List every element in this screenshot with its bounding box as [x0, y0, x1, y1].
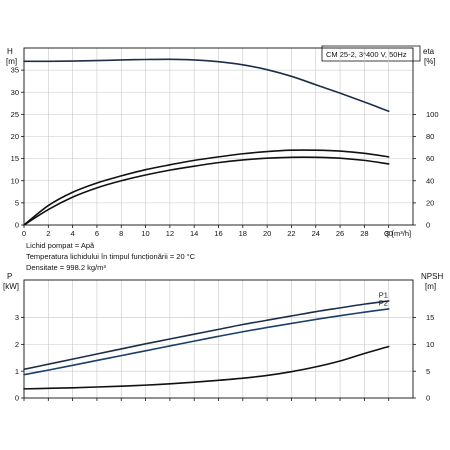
y-left-tick-label: 10 [11, 176, 19, 185]
p-axis-unit: [kW] [3, 282, 19, 291]
x-tick-label: 4 [71, 229, 75, 238]
y-left-tick-label: 20 [11, 132, 19, 141]
y-right-tick-label: 15 [426, 313, 434, 322]
head-curve [23, 58, 390, 113]
x-tick-label: 24 [312, 229, 320, 238]
legend-box-text: CM 25-2, 3*400 V, 50Hz [326, 50, 407, 59]
p2-power-curve [23, 308, 390, 376]
eta-axis-label: eta [423, 47, 435, 56]
h-axis-unit: [m] [6, 57, 17, 66]
plot-frame [23, 279, 414, 399]
x-tick-label: 8 [119, 229, 123, 238]
x-tick-label: 10 [141, 229, 149, 238]
y-left-tick-label: 30 [11, 88, 19, 97]
q-axis-label: Q [m³/h] [384, 229, 411, 238]
info-line-density: Densitate = 998.2 kg/m³ [26, 263, 106, 272]
eta-axis-unit: [%] [424, 57, 436, 66]
info-line-liquid-temperature: Temperatura lichidului în timpul funcțio… [26, 252, 196, 261]
y-right-tick-label: 60 [426, 154, 434, 163]
y-right-tick-label: 5 [426, 367, 430, 376]
y-left-tick-label: 25 [11, 110, 19, 119]
plot-frame [23, 47, 414, 226]
h-axis-label: H [7, 47, 13, 56]
npsh-curve [23, 345, 390, 390]
y-right-tick-label: 0 [426, 394, 430, 403]
efficiency-curve-1 [23, 149, 390, 226]
x-tick-label: 12 [166, 229, 174, 238]
npsh-axis-label: NPSH [421, 272, 443, 281]
y-right-tick-label: 0 [426, 221, 430, 230]
x-tick-label: 26 [336, 229, 344, 238]
y-left-tick-label: 2 [15, 340, 19, 349]
y-right-tick-label: 40 [426, 176, 434, 185]
series-label-p1: P1 [379, 290, 388, 299]
x-tick-label: 6 [95, 229, 99, 238]
legend-box [321, 45, 421, 62]
series-label-p2: P2 [379, 298, 388, 307]
x-tick-label: 30 [385, 229, 393, 238]
p1-power-curve [23, 300, 390, 371]
y-left-tick-label: 5 [15, 198, 19, 207]
x-tick-label: 16 [214, 229, 222, 238]
y-right-tick-label: 80 [426, 132, 434, 141]
y-left-tick-label: 35 [11, 66, 19, 75]
x-tick-label: 20 [263, 229, 271, 238]
y-right-tick-label: 10 [426, 340, 434, 349]
y-left-tick-label: 3 [15, 313, 19, 322]
y-left-tick-label: 15 [11, 154, 19, 163]
efficiency-curve-2 [23, 156, 390, 226]
x-tick-label: 22 [287, 229, 295, 238]
p-axis-label: P [7, 272, 12, 281]
x-tick-label: 2 [46, 229, 50, 238]
y-left-tick-label: 0 [15, 394, 19, 403]
y-left-tick-label: 1 [15, 367, 19, 376]
x-tick-label: 28 [360, 229, 368, 238]
y-right-tick-label: 20 [426, 198, 434, 207]
x-tick-label: 14 [190, 229, 198, 238]
y-left-tick-label: 0 [15, 221, 19, 230]
y-right-tick-label: 100 [426, 110, 439, 119]
npsh-axis-unit: [m] [425, 282, 436, 291]
x-tick-label: 18 [239, 229, 247, 238]
x-tick-label: 0 [22, 229, 26, 238]
legend-box-group: CM 25-2, 3*400 V, 50Hz [321, 45, 421, 62]
info-line-pumped-liquid: Lichid pompat = Apă [26, 241, 95, 250]
